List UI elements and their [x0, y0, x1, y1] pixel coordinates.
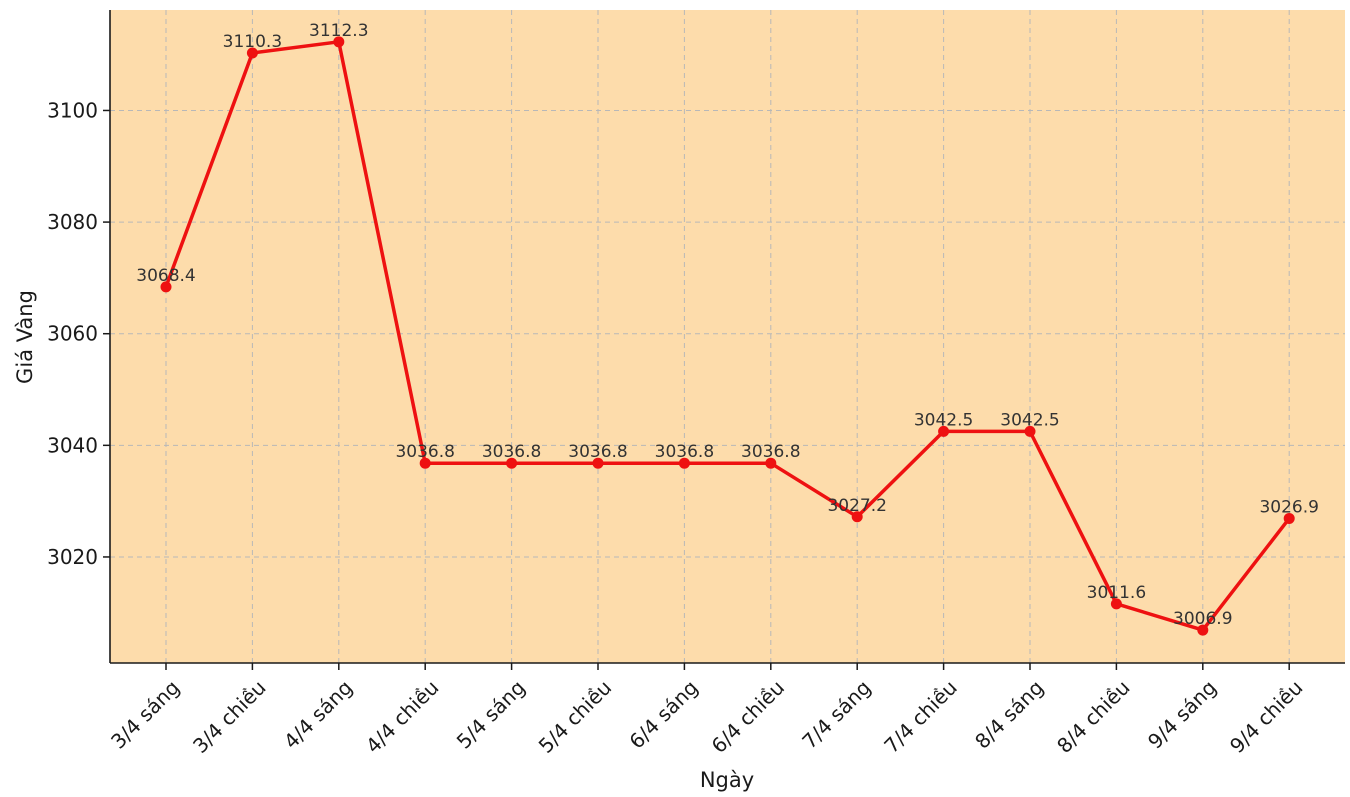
data-label: 3026.9	[1259, 497, 1318, 517]
data-points	[160, 36, 1295, 636]
y-tick-label: 3100	[47, 98, 98, 122]
grid-lines	[110, 10, 1345, 663]
data-point	[160, 281, 172, 293]
x-axis-title: Ngày	[700, 768, 754, 792]
data-label: 3036.8	[655, 442, 714, 462]
y-axis-title: Giá Vàng	[13, 290, 37, 384]
x-tick-label: 7/4 chiều	[879, 675, 962, 758]
x-tick-label: 6/4 chiều	[707, 675, 790, 758]
data-point	[765, 457, 777, 469]
data-label: 3036.8	[482, 442, 541, 462]
x-tick-label: 3/4 sáng	[106, 675, 184, 753]
y-tick-label: 3040	[47, 433, 98, 457]
y-tick-label: 3020	[47, 545, 98, 569]
x-tick-label: 6/4 sáng	[624, 675, 702, 753]
data-label: 3068.4	[136, 266, 195, 286]
x-tick-label: 3/4 chiều	[188, 675, 271, 758]
data-label: 3011.6	[1087, 583, 1146, 603]
data-labels: 3068.4 3110.3 3112.3 3036.8 3036.8 3036.8 3036…	[136, 21, 1319, 629]
data-point	[246, 47, 258, 59]
data-point	[506, 457, 518, 469]
data-point	[678, 457, 690, 469]
x-tick-label: 8/4 sáng	[970, 675, 1048, 753]
data-label: 3042.5	[914, 410, 973, 430]
x-tick-label: 4/4 sáng	[279, 675, 357, 753]
data-label: 3036.8	[741, 442, 800, 462]
data-point	[333, 36, 345, 48]
data-point	[592, 457, 604, 469]
data-label: 3027.2	[827, 496, 886, 516]
series-line	[164, 40, 1291, 632]
x-tick-label: 9/4 chiều	[1225, 675, 1308, 758]
data-point	[1197, 624, 1209, 636]
x-tick-label: 4/4 chiều	[361, 675, 444, 758]
plot-area	[110, 10, 1345, 663]
data-label: 3112.3	[309, 21, 368, 41]
data-label: 3036.8	[568, 442, 627, 462]
data-point	[1024, 425, 1036, 437]
x-axis-ticks: 3/4 sáng 3/4 chiều 4/4 sáng 4/4 chiều 5/4 sá…	[106, 663, 1307, 758]
data-point	[1283, 512, 1295, 524]
x-tick-label: 9/4 sáng	[1143, 675, 1221, 753]
y-tick-label: 3060	[47, 322, 98, 346]
data-point	[938, 425, 950, 437]
x-tick-label: 5/4 chiều	[534, 675, 617, 758]
x-tick-label: 8/4 chiều	[1052, 675, 1135, 758]
data-point	[851, 511, 863, 523]
data-label: 3036.8	[395, 442, 454, 462]
data-label: 3042.5	[1000, 410, 1059, 430]
data-label: 3110.3	[223, 32, 282, 52]
y-axis-ticks: 3020 3040 3060 3080 3100	[47, 98, 110, 569]
y-tick-label: 3080	[47, 210, 98, 234]
x-tick-label: 5/4 sáng	[452, 675, 530, 753]
x-tick-label: 7/4 sáng	[797, 675, 875, 753]
data-point	[419, 457, 431, 469]
data-label: 3006.9	[1173, 609, 1232, 629]
data-point	[1110, 598, 1122, 610]
